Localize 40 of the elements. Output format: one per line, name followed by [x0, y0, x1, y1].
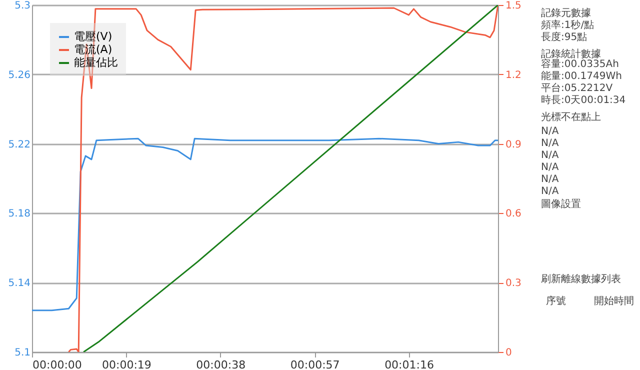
text: 圖像設置 — [541, 198, 581, 210]
text: 頻率:1秒/點 — [541, 19, 594, 31]
legend-label: 電壓(V) — [74, 30, 112, 43]
y-tick-label: 5.26 — [8, 70, 30, 81]
text: N/A — [541, 150, 559, 161]
y2-tick-label: 0 — [506, 348, 512, 358]
text: N/A — [541, 138, 559, 149]
y-tick-label: 5.3 — [14, 0, 30, 12]
x-tick-label: 00:00:00 — [32, 358, 82, 370]
text: N/A — [541, 174, 559, 185]
text: 長度:95點 — [541, 31, 588, 43]
y2-tick-label: 1.5 — [506, 0, 522, 12]
text: N/A — [541, 186, 559, 197]
text: 開始時間 — [594, 295, 634, 307]
x-tick-label: 00:00:57 — [290, 358, 340, 370]
text: 容量:00.0335Ah — [541, 58, 619, 70]
y2-tick-label: 0.3 — [506, 278, 522, 290]
x-tick-label: 00:01:16 — [384, 358, 434, 370]
legend-label: 能量佔比 — [74, 56, 118, 69]
y-tick-label: 5.1 — [14, 348, 30, 358]
y-tick-label: 5.18 — [8, 208, 30, 220]
legend-label: 電流(A) — [74, 43, 112, 56]
line-series — [32, 138, 498, 312]
text: 刷新離線數據列表 — [541, 273, 621, 285]
text: N/A — [541, 162, 559, 173]
y2-tick-label: 0.6 — [506, 208, 522, 220]
y2-tick-label: 0.9 — [506, 139, 522, 150]
text: 時長:0天00:01:34 — [541, 94, 626, 106]
text: 記錄統計數據 — [541, 48, 601, 60]
y2-tick-label: 1.2 — [506, 70, 522, 81]
text: N/A — [541, 126, 559, 137]
x-tick-label: 00:00:38 — [196, 358, 246, 370]
text: 序號 — [546, 295, 566, 307]
y-tick-label: 5.14 — [8, 278, 30, 290]
text: 光標不在點上 — [541, 111, 601, 123]
y-tick-label: 5.22 — [8, 139, 30, 150]
text: 能量:00.1749Wh — [541, 70, 622, 82]
x-tick-label: 00:00:19 — [102, 358, 152, 370]
text: 平台:05.2212V — [541, 82, 613, 94]
text: 記錄元數據 — [541, 7, 591, 19]
